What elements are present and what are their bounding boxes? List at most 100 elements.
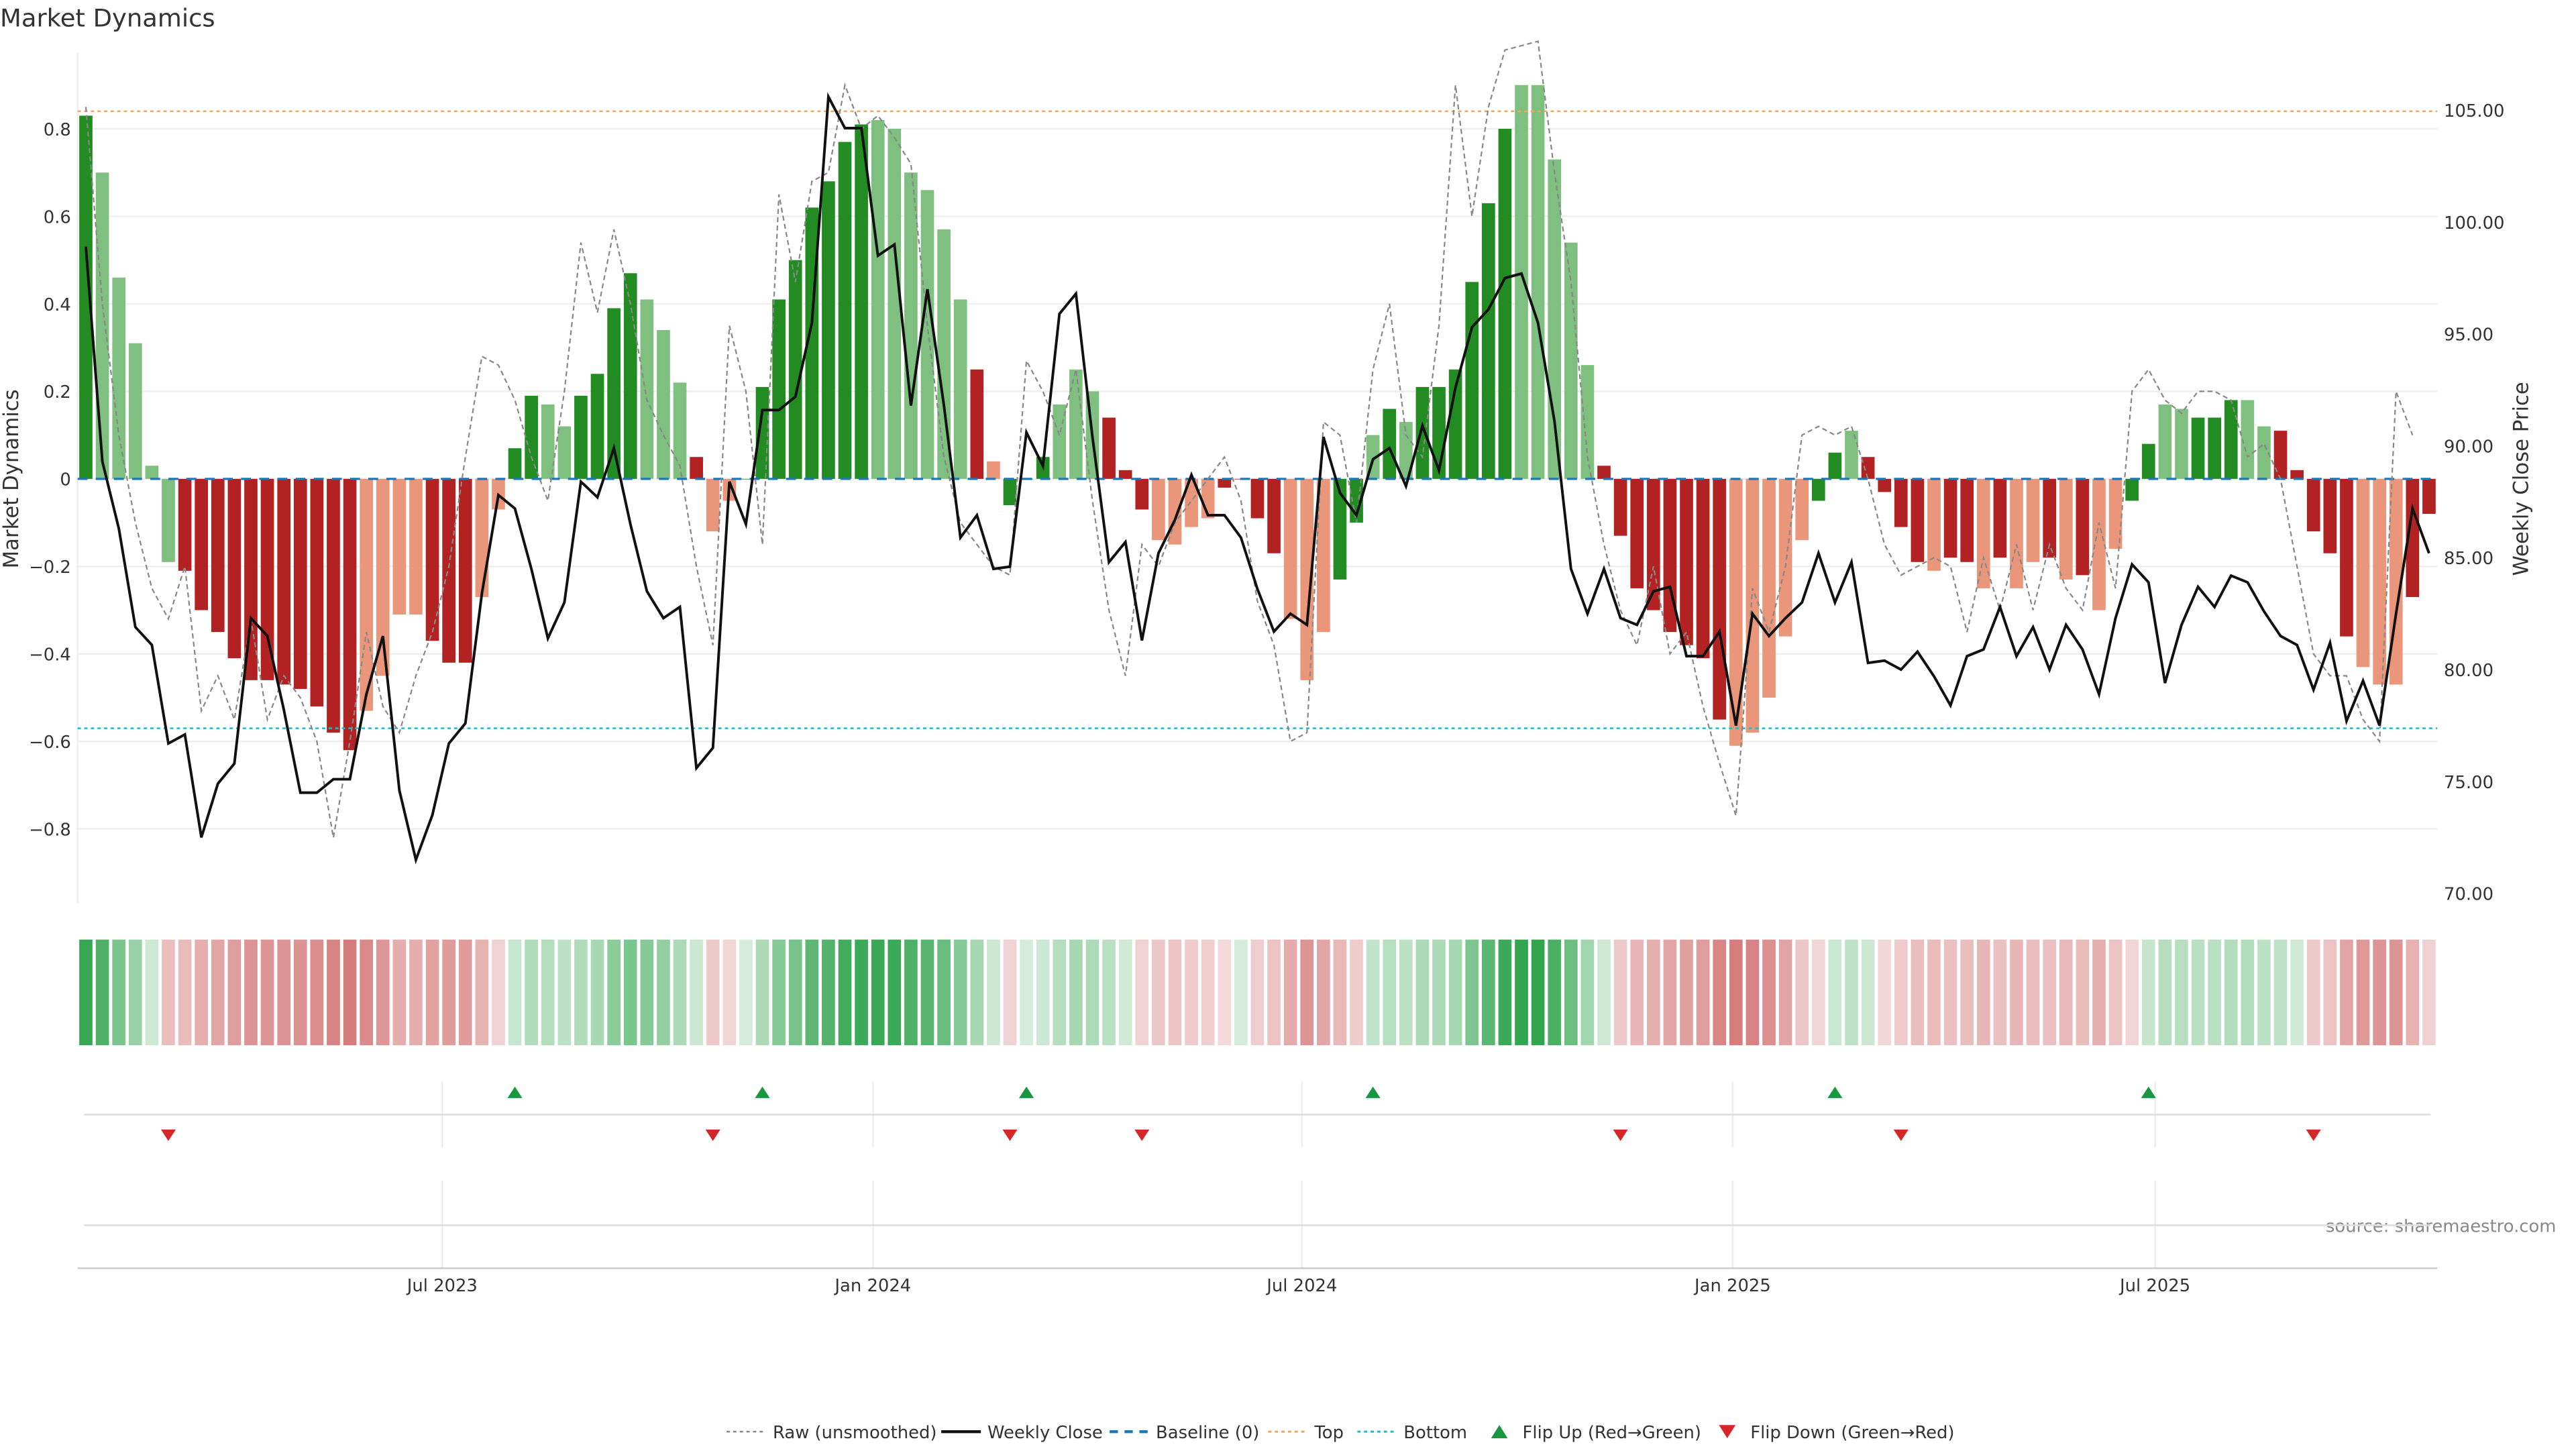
legend-item-close: Weekly Close bbox=[941, 1423, 1103, 1443]
heat-cell bbox=[195, 939, 209, 1046]
bar bbox=[590, 374, 604, 479]
bar bbox=[2373, 478, 2386, 685]
bar bbox=[1811, 478, 1825, 501]
heat-cell bbox=[1250, 939, 1265, 1046]
heat-cell bbox=[1350, 939, 1363, 1046]
x-tick-label: Jan 2024 bbox=[833, 1276, 911, 1296]
heat-cell bbox=[1828, 939, 1842, 1046]
heat-cell bbox=[690, 939, 703, 1046]
heat-cell bbox=[657, 939, 670, 1046]
heat-cell bbox=[937, 939, 951, 1046]
flip-down-marker bbox=[2306, 1129, 2321, 1141]
heat-cell bbox=[1878, 939, 1892, 1046]
bar bbox=[2010, 478, 2023, 588]
heat-cell bbox=[2010, 939, 2023, 1046]
heat-cell bbox=[1135, 939, 1149, 1046]
y-tick-label: 0.8 bbox=[44, 120, 71, 140]
heat-cell bbox=[2306, 939, 2320, 1046]
heat-cell bbox=[1993, 939, 2007, 1046]
bar bbox=[1415, 386, 1430, 479]
heat-cell bbox=[392, 939, 407, 1046]
bar bbox=[1399, 422, 1413, 479]
heat-cell bbox=[95, 939, 109, 1046]
bar bbox=[855, 124, 868, 479]
heat-cell bbox=[2175, 939, 2188, 1046]
heat-cell bbox=[673, 939, 687, 1046]
bar bbox=[343, 478, 357, 751]
heat-cell bbox=[1696, 939, 1710, 1046]
y-tick-label: −0.8 bbox=[29, 820, 71, 841]
bar bbox=[607, 308, 621, 479]
heat-cell bbox=[1415, 939, 1430, 1046]
bar bbox=[376, 478, 390, 676]
bar bbox=[888, 129, 902, 479]
heat-cell bbox=[1053, 939, 1067, 1046]
legend-label: Flip Up (Red→Green) bbox=[1523, 1423, 1701, 1443]
bar bbox=[1267, 478, 1281, 553]
heat-cell bbox=[2340, 939, 2353, 1046]
bar bbox=[1960, 478, 1974, 562]
bar bbox=[2208, 417, 2221, 479]
bar bbox=[392, 478, 407, 615]
heat-cell bbox=[1597, 939, 1611, 1046]
bar bbox=[1943, 478, 1957, 558]
heat-cell bbox=[2043, 939, 2057, 1046]
heat-cell bbox=[2373, 939, 2386, 1046]
heat-cell bbox=[145, 939, 159, 1046]
heat-cell bbox=[1333, 939, 1347, 1046]
y2-tick-label: 70.00 bbox=[2444, 885, 2493, 905]
heat-cell bbox=[2191, 939, 2205, 1046]
x-tick-label: Jul 2025 bbox=[2118, 1276, 2190, 1296]
bar bbox=[409, 478, 423, 615]
heat-cell bbox=[2257, 939, 2271, 1046]
heat-cell bbox=[2389, 939, 2403, 1046]
bar bbox=[2290, 470, 2304, 479]
heat-cell bbox=[1300, 939, 1314, 1046]
bar bbox=[772, 299, 786, 479]
bar bbox=[1778, 478, 1792, 637]
bar bbox=[2340, 478, 2353, 637]
bar bbox=[1713, 478, 1727, 720]
bar bbox=[1878, 478, 1892, 492]
heat-cell bbox=[739, 939, 753, 1046]
flip-panel bbox=[84, 1081, 2431, 1269]
heat-cell bbox=[1283, 939, 1297, 1046]
y2-tick-label: 105.00 bbox=[2444, 101, 2504, 121]
heat-cell bbox=[1465, 939, 1479, 1046]
heat-cell bbox=[640, 939, 654, 1046]
bar bbox=[112, 277, 126, 479]
legend-item-flip_down: Flip Down (Green→Red) bbox=[1719, 1423, 1955, 1443]
legend-label: Baseline (0) bbox=[1156, 1423, 1259, 1443]
bar bbox=[2406, 478, 2420, 597]
heat-cell bbox=[1515, 939, 1528, 1046]
bar bbox=[706, 478, 720, 532]
heat-cell bbox=[855, 939, 868, 1046]
bar bbox=[1250, 478, 1265, 519]
legend-label: Flip Down (Green→Red) bbox=[1750, 1423, 1954, 1443]
heat-cell bbox=[360, 939, 373, 1046]
bar bbox=[2356, 478, 2370, 667]
heat-cell bbox=[805, 939, 819, 1046]
bar bbox=[95, 172, 109, 479]
heat-cell bbox=[1894, 939, 1908, 1046]
heat-cell bbox=[1317, 939, 1330, 1046]
heat-cell bbox=[590, 939, 604, 1046]
heat-cell bbox=[1646, 939, 1660, 1046]
heat-cell bbox=[492, 939, 505, 1046]
bar bbox=[1564, 242, 1578, 479]
bar bbox=[1762, 478, 1776, 698]
y2-tick-label: 100.00 bbox=[2444, 213, 2504, 233]
bar bbox=[1185, 478, 1198, 527]
heat-cell bbox=[343, 939, 357, 1046]
heat-cell bbox=[1118, 939, 1132, 1046]
bar bbox=[2273, 431, 2288, 479]
heat-cell bbox=[2406, 939, 2420, 1046]
heat-cell bbox=[1613, 939, 1627, 1046]
heat-cell bbox=[1680, 939, 1693, 1046]
heat-cell bbox=[1498, 939, 1512, 1046]
bar bbox=[1613, 478, 1627, 536]
legend-item-bottom: Bottom bbox=[1357, 1423, 1467, 1443]
heat-cell bbox=[1201, 939, 1215, 1046]
heat-cell bbox=[260, 939, 274, 1046]
